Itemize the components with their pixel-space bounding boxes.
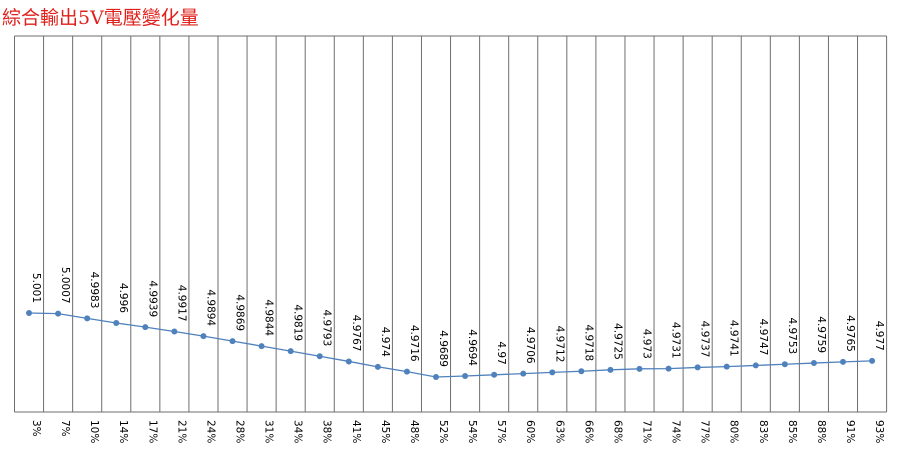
data-label: 4.974 (379, 327, 391, 357)
data-label: 4.9894 (204, 289, 216, 326)
data-point (171, 328, 178, 335)
x-tick-label: 54% (466, 420, 478, 443)
data-label: 4.9917 (175, 285, 187, 322)
data-label: 4.9819 (292, 304, 304, 341)
x-tick-label: 14% (117, 420, 129, 443)
x-tick-label: 66% (582, 420, 594, 443)
data-label: 4.9767 (350, 315, 362, 352)
data-label: 4.9869 (234, 294, 246, 331)
data-labels: 5.001 5.0007 4.9983 4.996 4.9939 4.9917 4.9894… (30, 267, 885, 367)
data-point (26, 310, 33, 316)
data-point (287, 348, 294, 355)
data-label: 4.9765 (844, 315, 856, 352)
data-label: 4.9753 (786, 317, 798, 354)
series-line-layer (29, 312, 873, 378)
data-point (694, 364, 701, 371)
data-point (578, 368, 585, 375)
x-tick-label: 71% (641, 420, 653, 443)
data-point (607, 366, 614, 373)
data-point (636, 365, 643, 372)
data-point (258, 343, 265, 350)
x-tick-label: 60% (524, 420, 536, 443)
data-point (229, 338, 236, 345)
x-tick-label: 38% (321, 420, 333, 443)
x-tick-label: 63% (553, 420, 565, 443)
data-label: 4.9939 (146, 280, 158, 317)
data-point (491, 371, 498, 378)
x-tick-label: 17% (146, 420, 158, 443)
x-tick-label: 24% (204, 420, 216, 443)
series-points (26, 310, 876, 380)
data-point (374, 363, 381, 370)
data-label: 4.9716 (408, 325, 420, 362)
x-tick-label: 34% (292, 420, 304, 443)
data-point (752, 362, 759, 369)
data-point (316, 353, 323, 360)
data-point (781, 361, 788, 368)
data-point (345, 358, 352, 365)
data-point (869, 357, 876, 364)
data-point (200, 333, 207, 340)
data-label: 4.9741 (728, 320, 740, 357)
chart-title: 綜合輸出5V電壓變化量 (2, 7, 199, 29)
data-label: 4.9731 (670, 322, 682, 359)
data-point (549, 369, 556, 376)
x-tick-label: 7% (59, 420, 71, 437)
gridlines (14, 35, 888, 413)
series-line (29, 312, 873, 378)
data-point (433, 374, 440, 380)
data-label: 5.001 (30, 273, 42, 303)
x-tick-label: 21% (175, 420, 187, 443)
data-label: 4.9844 (263, 299, 275, 336)
data-point (142, 324, 149, 331)
data-point (723, 363, 730, 370)
x-tick-label: 45% (379, 420, 391, 443)
data-point (839, 358, 846, 365)
data-label: 4.9747 (757, 319, 769, 356)
data-label: 4.9983 (88, 272, 100, 309)
data-label: 4.9737 (699, 321, 711, 358)
x-tick-label: 88% (815, 420, 827, 443)
data-label: 4.9712 (553, 326, 565, 363)
x-tick-label: 85% (786, 420, 798, 443)
x-tick-label: 80% (728, 420, 740, 443)
x-tick-label: 41% (350, 420, 362, 443)
data-point (84, 315, 91, 322)
data-label: 4.9718 (582, 324, 594, 361)
data-label: 4.9689 (437, 330, 449, 367)
x-tick-label: 3% (30, 420, 42, 437)
data-label: 4.9793 (321, 310, 333, 347)
data-label: 4.973 (641, 329, 653, 359)
x-tick-label: 83% (757, 420, 769, 443)
data-point (810, 360, 817, 367)
x-tick-label: 93% (873, 420, 885, 443)
x-tick-label: 57% (495, 420, 507, 443)
x-tick-label: 28% (234, 420, 246, 443)
data-label: 4.9706 (524, 327, 536, 364)
data-point (665, 365, 672, 372)
data-point (113, 319, 120, 326)
x-axis-tick-labels: 3% 7% 10% 14% 17% 21% 24% 28% 31% 34% 38% 41% 45% 48%… (30, 420, 885, 443)
data-label: 4.97 (495, 341, 507, 364)
x-tick-label: 31% (263, 420, 275, 443)
data-point (520, 370, 527, 377)
data-point (462, 373, 469, 380)
x-tick-label: 10% (88, 420, 100, 443)
data-label: 4.977 (873, 321, 885, 351)
data-point (403, 368, 410, 375)
data-label: 4.996 (117, 283, 129, 313)
data-point (55, 310, 62, 317)
x-tick-label: 91% (844, 420, 856, 443)
x-tick-label: 74% (670, 420, 682, 443)
data-label: 4.9725 (611, 323, 623, 360)
x-tick-label: 68% (611, 420, 623, 443)
x-tick-label: 52% (437, 420, 449, 443)
x-tick-label: 48% (408, 420, 420, 443)
data-label: 5.0007 (59, 267, 71, 304)
data-label: 4.9759 (815, 316, 827, 353)
x-tick-label: 77% (699, 420, 711, 443)
data-label: 4.9694 (466, 329, 478, 366)
